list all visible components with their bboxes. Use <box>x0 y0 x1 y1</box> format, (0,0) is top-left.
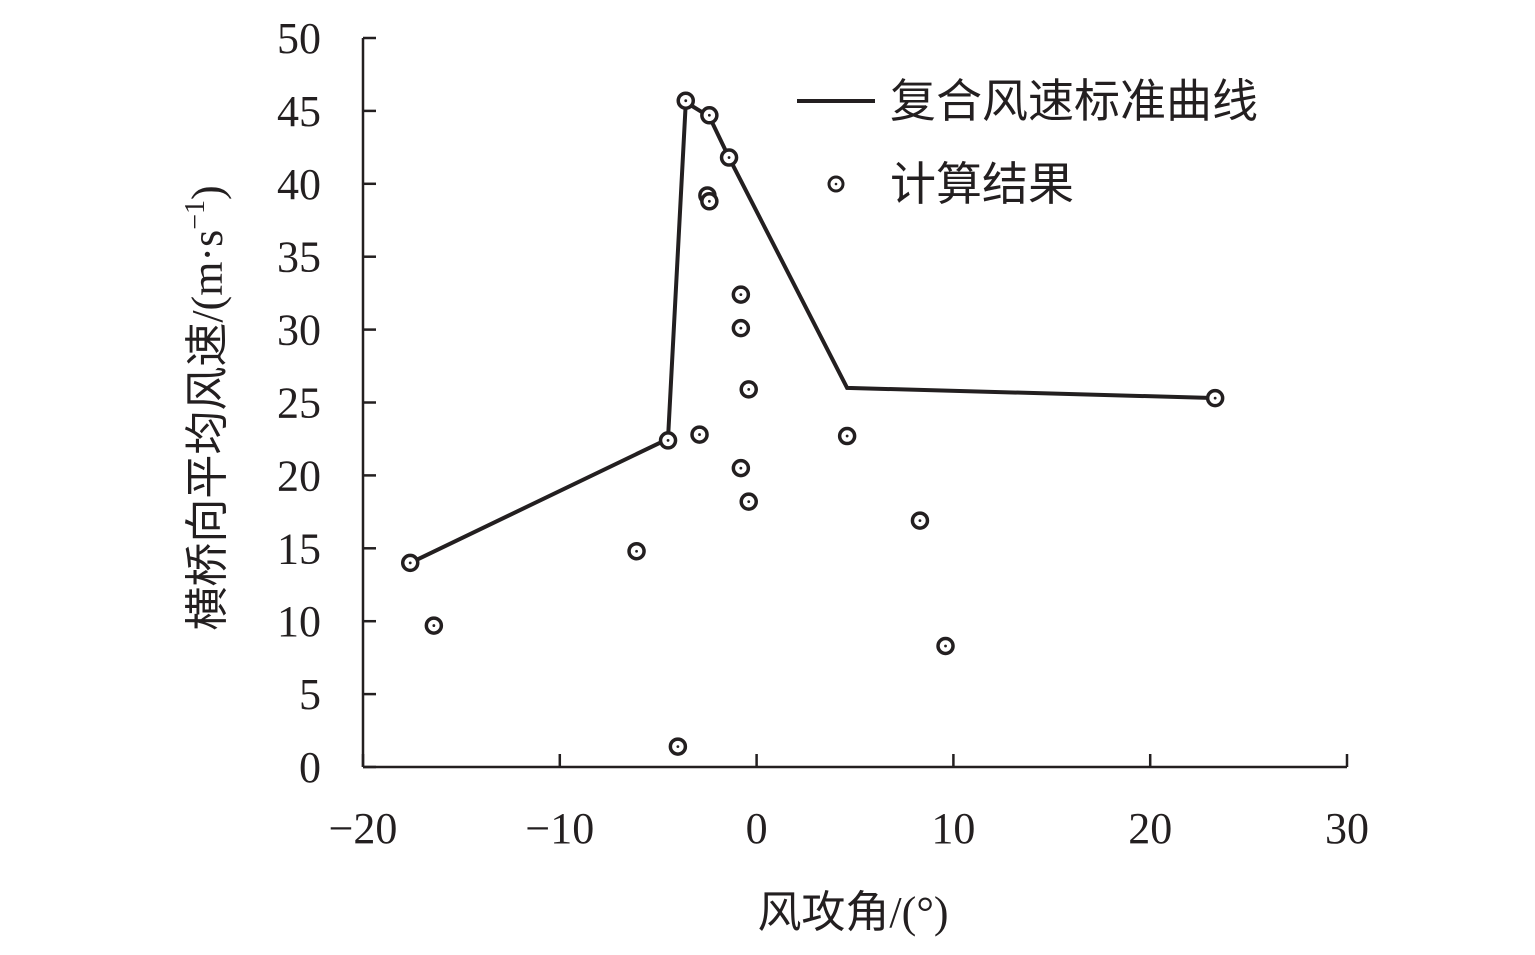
data-point <box>668 737 688 756</box>
data-point-dot <box>676 745 680 748</box>
data-point <box>700 106 719 125</box>
y-axis-title-main: 横桥向平均风速/(m·s <box>183 230 232 631</box>
data-point <box>739 380 758 399</box>
y-tick-label: 45 <box>277 87 321 136</box>
data-point <box>658 431 678 450</box>
y-axis-title: 横桥向平均风速/(m·s−1) <box>180 185 232 630</box>
x-tick-label: 0 <box>746 804 768 853</box>
series-points <box>400 91 1225 756</box>
y-tick-label: 50 <box>277 14 321 63</box>
legend-label-points: 计算结果 <box>890 159 1074 210</box>
data-point-dot <box>739 326 743 330</box>
data-point-dot <box>698 433 701 436</box>
y-tick-label: 30 <box>277 306 321 355</box>
data-point <box>731 285 751 304</box>
data-point-dot <box>944 644 947 648</box>
x-tick-label: 10 <box>931 804 975 853</box>
series-line <box>409 98 1218 565</box>
data-point-dot <box>747 500 751 504</box>
data-point-dot <box>845 434 849 438</box>
plot-area: −20 −10 0 10 20 30 0 5 10 15 20 25 30 35 40 45 50 <box>277 14 1369 853</box>
data-point <box>676 91 696 110</box>
data-point-dot <box>432 624 436 627</box>
data-point <box>731 458 751 478</box>
y-tick-label: 10 <box>277 597 321 646</box>
y-tick-label: 20 <box>277 451 321 500</box>
data-point <box>837 426 857 446</box>
data-point <box>1205 388 1225 408</box>
legend-label-line: 复合风速标准曲线 <box>890 76 1258 127</box>
y-tick-label: 0 <box>299 743 321 792</box>
y-tick-label: 25 <box>277 379 321 428</box>
data-point <box>700 192 719 211</box>
data-point <box>910 511 930 530</box>
data-point <box>424 616 444 635</box>
y-tick-label: 5 <box>299 670 321 719</box>
legend-marker-swatch-dot <box>834 182 838 186</box>
data-point-dot <box>684 99 688 103</box>
data-point <box>936 636 955 656</box>
x-axis-title: 风攻角/(°) <box>757 888 948 937</box>
x-tick-label: 20 <box>1128 804 1172 853</box>
data-point-dot <box>707 113 711 117</box>
data-point <box>690 425 709 444</box>
data-point-dot <box>739 293 743 297</box>
data-point <box>739 492 758 511</box>
y-axis-title-superscript: −1 <box>180 200 211 230</box>
data-point-dot <box>727 156 731 159</box>
x-tick-label: −20 <box>329 804 398 853</box>
x-tick-label: −10 <box>525 804 594 853</box>
data-point-dot <box>707 199 711 203</box>
x-ticks: −20 −10 0 10 20 30 <box>329 754 1369 853</box>
data-point-dot <box>666 439 670 442</box>
standard-curve-line <box>409 98 1218 565</box>
y-tick-label: 40 <box>277 160 321 209</box>
data-point <box>731 318 751 338</box>
y-axis-title-close: ) <box>183 185 232 200</box>
y-ticks: 0 5 10 15 20 25 30 35 40 45 50 <box>277 14 376 792</box>
data-point-dot <box>635 549 638 553</box>
data-point <box>719 148 739 167</box>
data-point <box>400 553 420 573</box>
data-point-dot <box>918 519 922 522</box>
y-tick-label: 35 <box>277 233 321 282</box>
data-point-dot <box>408 561 412 565</box>
y-tick-label: 15 <box>277 524 321 573</box>
data-point <box>627 541 646 561</box>
legend-marker-swatch <box>827 175 845 193</box>
data-point-dot <box>747 387 751 391</box>
x-tick-label: 30 <box>1325 804 1369 853</box>
data-point-dot <box>739 466 743 470</box>
data-point-dot <box>1213 396 1217 400</box>
legend: 复合风速标准曲线 计算结果 <box>797 76 1258 210</box>
